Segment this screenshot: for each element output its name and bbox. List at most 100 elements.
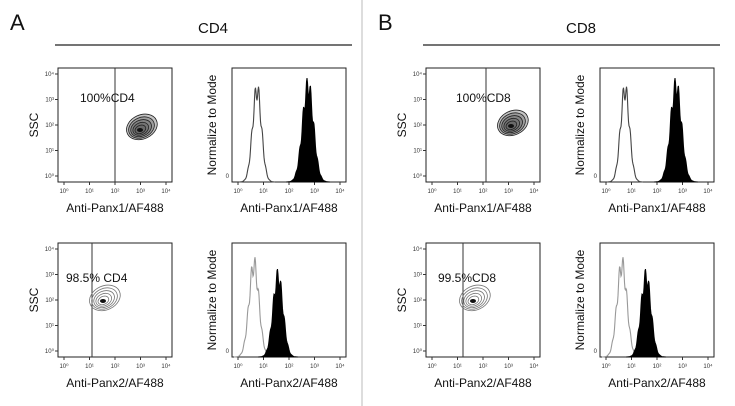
x-axis-label: Anti-Panx1/AF488	[240, 201, 338, 215]
contour	[467, 295, 480, 306]
x-tick-label: 10²	[111, 189, 120, 195]
control-histogram	[602, 257, 643, 358]
x-tick-label: 10³	[678, 189, 687, 195]
x-tick-label: 10⁴	[703, 363, 713, 370]
x-tick-label: 10³	[504, 189, 513, 195]
stained-histogram	[258, 268, 298, 358]
x-tick-label: 10¹	[85, 189, 94, 195]
y-tick-label: 10⁴	[413, 71, 423, 78]
x-tick-label: 10⁴	[703, 188, 713, 195]
contour	[93, 290, 115, 309]
x-tick-label: 10⁴	[161, 363, 171, 370]
dot-plot-frame	[425, 242, 541, 358]
y-axis-label: Normalize to Mode	[573, 249, 587, 350]
y-axis-label: Normalize to Mode	[205, 249, 219, 350]
y-tick-label: 10²	[413, 123, 422, 129]
x-axis-label: Anti-Panx2/AF488	[608, 376, 706, 390]
histogram-y-tick: 0	[594, 174, 598, 180]
y-tick-label: 10¹	[413, 324, 422, 330]
histogram-frame	[599, 242, 715, 358]
x-tick-label: 10¹	[259, 189, 268, 195]
x-tick-label: 10²	[479, 189, 488, 195]
contour	[459, 284, 491, 312]
stained-histogram	[286, 78, 330, 183]
y-tick-label: 10⁰	[45, 173, 55, 180]
x-tick-label: 10¹	[627, 189, 636, 195]
y-tick-label: 10⁴	[45, 246, 55, 253]
y-axis-label: Normalize to Mode	[573, 74, 587, 175]
gate-label: 99.5%CD8	[438, 271, 496, 285]
contour-core	[137, 128, 143, 132]
y-tick-label: 10³	[413, 273, 422, 279]
x-tick-label: 10⁴	[335, 363, 345, 370]
x-axis-label: Anti-Panx1/AF488	[66, 201, 164, 215]
x-axis-label: Anti-Panx2/AF488	[66, 376, 164, 390]
y-axis-label: SSC	[395, 287, 409, 312]
y-tick-label: 10⁰	[413, 173, 423, 180]
y-tick-label: 10⁴	[45, 71, 55, 78]
x-tick-label: 10⁰	[601, 188, 611, 195]
panel-letter: A	[10, 10, 25, 35]
y-axis-label: SSC	[27, 287, 41, 312]
contour	[97, 295, 110, 306]
y-tick-label: 10¹	[45, 324, 54, 330]
y-tick-label: 10²	[45, 123, 54, 129]
contour-core	[470, 299, 476, 303]
y-tick-label: 10²	[413, 298, 422, 304]
x-tick-label: 10²	[285, 364, 294, 370]
x-axis-label: Anti-Panx2/AF488	[240, 376, 338, 390]
y-tick-label: 10³	[45, 273, 54, 279]
y-axis-label: SSC	[27, 112, 41, 137]
x-tick-label: 10⁰	[59, 363, 69, 370]
y-tick-label: 10⁴	[413, 246, 423, 253]
x-tick-label: 10³	[504, 364, 513, 370]
x-tick-label: 10⁰	[233, 188, 243, 195]
contour-core	[100, 299, 106, 303]
dot-plot-frame	[57, 242, 173, 358]
histogram-y-tick: 0	[594, 349, 598, 355]
x-tick-label: 10⁴	[529, 188, 539, 195]
contour	[91, 287, 118, 310]
contour	[463, 290, 485, 309]
gate-label: 100%CD4	[80, 91, 135, 105]
x-tick-label: 10³	[310, 364, 319, 370]
y-tick-label: 10³	[45, 98, 54, 104]
contour	[95, 292, 113, 307]
control-histogram	[234, 257, 275, 358]
panel-title: CD4	[198, 20, 228, 37]
y-tick-label: 10²	[45, 298, 54, 304]
x-tick-label: 10³	[136, 364, 145, 370]
histogram-y-tick: 0	[226, 174, 230, 180]
x-tick-label: 10³	[136, 189, 145, 195]
x-axis-label: Anti-Panx1/AF488	[608, 201, 706, 215]
x-tick-label: 10⁰	[601, 363, 611, 370]
y-tick-label: 10¹	[413, 149, 422, 155]
contour-core	[508, 124, 514, 128]
x-tick-label: 10³	[310, 189, 319, 195]
y-tick-label: 10³	[413, 98, 422, 104]
stained-histogram	[626, 268, 666, 358]
x-tick-label: 10⁰	[427, 188, 437, 195]
x-tick-label: 10²	[285, 189, 294, 195]
contour	[89, 284, 121, 312]
panel-letter: B	[378, 10, 393, 35]
x-tick-label: 10⁴	[161, 188, 171, 195]
x-tick-label: 10¹	[453, 364, 462, 370]
x-tick-label: 10²	[479, 364, 488, 370]
y-axis-label: SSC	[395, 112, 409, 137]
x-tick-label: 10¹	[259, 364, 268, 370]
x-tick-label: 10⁴	[529, 363, 539, 370]
x-axis-label: Anti-Panx1/AF488	[434, 201, 532, 215]
histogram-frame	[231, 242, 347, 358]
control-histogram	[607, 86, 643, 183]
x-tick-label: 10²	[653, 189, 662, 195]
stained-histogram	[654, 78, 698, 183]
x-tick-label: 10²	[111, 364, 120, 370]
x-tick-label: 10⁰	[233, 363, 243, 370]
x-tick-label: 10¹	[85, 364, 94, 370]
x-tick-label: 10³	[678, 364, 687, 370]
y-axis-label: Normalize to Mode	[205, 74, 219, 175]
gate-label: 100%CD8	[456, 91, 511, 105]
x-tick-label: 10⁴	[335, 188, 345, 195]
x-tick-label: 10¹	[453, 189, 462, 195]
